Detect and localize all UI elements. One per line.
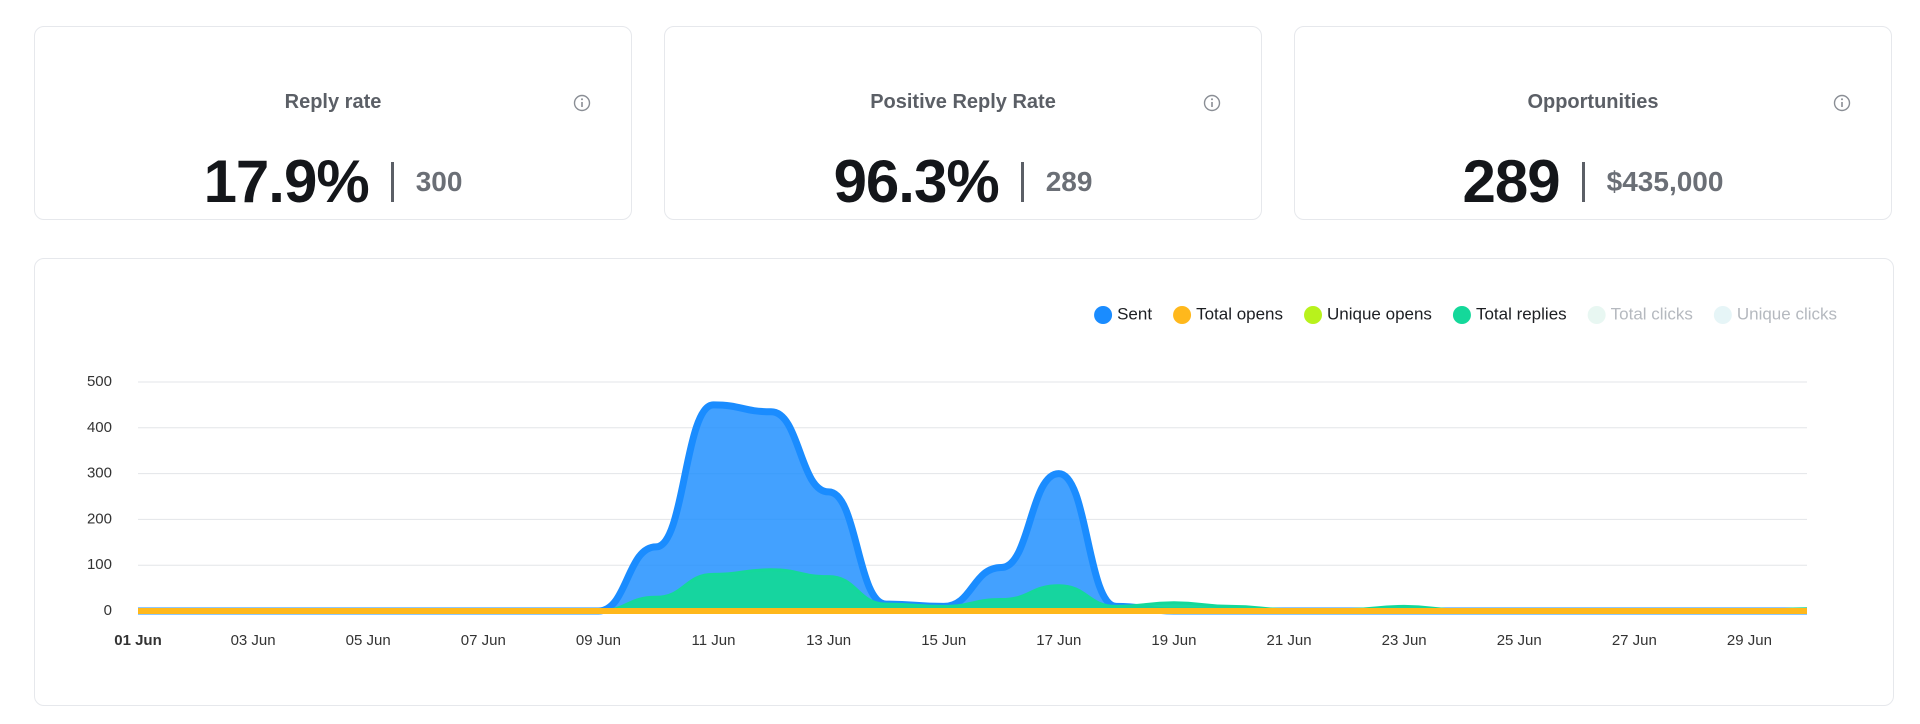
chart-card — [34, 258, 1894, 706]
legend-label[interactable]: Sent — [1117, 304, 1152, 323]
x-tick-label: 03 Jun — [231, 632, 276, 649]
legend-swatch[interactable] — [1304, 306, 1323, 324]
separator — [1020, 161, 1024, 202]
legend-swatch[interactable] — [1452, 306, 1471, 324]
card-secondary: $435,000 — [1606, 165, 1724, 197]
x-tick-label: 13 Jun — [806, 632, 851, 649]
card-title: Reply rate — [284, 91, 382, 113]
y-tick-label: 100 — [87, 556, 112, 573]
x-tick-label: 17 Jun — [1036, 632, 1081, 649]
info-icon[interactable] — [573, 94, 591, 112]
card-secondary: 300 — [415, 165, 463, 197]
x-tick-label: 05 Jun — [346, 632, 391, 649]
separator — [1581, 161, 1585, 202]
card-value: 17.9% — [203, 148, 370, 215]
legend-swatch[interactable] — [1094, 306, 1113, 324]
y-tick-label: 200 — [87, 510, 112, 527]
card-title: Opportunities — [1527, 91, 1659, 113]
x-tick-label: 07 Jun — [461, 632, 506, 649]
area-fill — [138, 404, 1807, 611]
x-tick-label: 11 Jun — [692, 632, 736, 649]
legend-label[interactable]: Total replies — [1476, 304, 1567, 323]
x-tick-label: 09 Jun — [576, 632, 621, 649]
stat-card: Reply rate 17.9% 300 — [34, 26, 632, 220]
x-tick-label: 25 Jun — [1497, 632, 1542, 649]
stat-card: Opportunities 289 $435,000 — [1294, 26, 1892, 220]
x-tick-label: 15 Jun — [921, 632, 966, 649]
x-tick-label: 01 Jun — [114, 632, 162, 649]
info-icon[interactable] — [1833, 94, 1851, 112]
x-tick-label: 21 Jun — [1267, 632, 1312, 649]
stat-card: Positive Reply Rate 96.3% 289 — [664, 26, 1262, 220]
x-tick-label: 29 Jun — [1727, 632, 1772, 649]
legend-label[interactable]: Total clicks — [1611, 304, 1693, 323]
card-secondary: 289 — [1045, 165, 1093, 197]
y-tick-label: 500 — [87, 373, 112, 390]
y-tick-label: 0 — [104, 602, 112, 619]
info-icon[interactable] — [1203, 94, 1221, 112]
x-tick-label: 23 Jun — [1382, 632, 1427, 649]
card-value: 289 — [1462, 148, 1561, 215]
separator — [390, 161, 394, 202]
legend-label[interactable]: Unique opens — [1327, 304, 1432, 323]
y-tick-label: 400 — [87, 419, 112, 436]
legend-swatch[interactable] — [1713, 306, 1732, 324]
legend-label[interactable]: Unique clicks — [1737, 304, 1837, 323]
y-tick-label: 300 — [87, 465, 112, 482]
card-value: 96.3% — [833, 148, 1000, 215]
legend-swatch[interactable] — [1173, 306, 1192, 324]
series-line — [138, 401, 1807, 615]
legend-swatch[interactable] — [1587, 306, 1606, 324]
x-tick-label: 27 Jun — [1612, 632, 1657, 649]
card-title: Positive Reply Rate — [870, 91, 1056, 113]
legend-label[interactable]: Total opens — [1196, 304, 1283, 323]
x-tick-label: 19 Jun — [1151, 632, 1196, 649]
